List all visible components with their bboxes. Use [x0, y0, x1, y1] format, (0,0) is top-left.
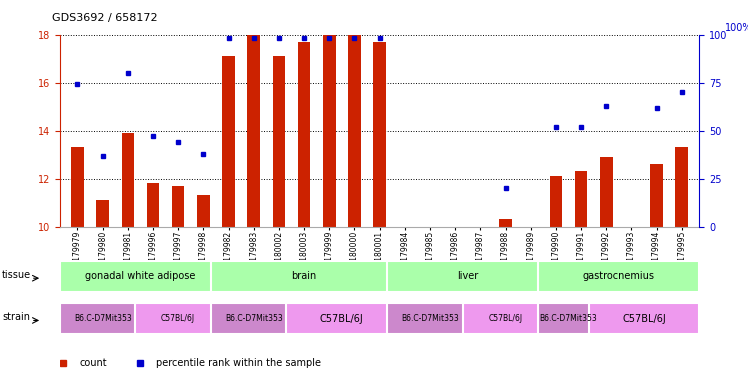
Bar: [539, 261, 699, 292]
Bar: [463, 303, 548, 334]
Text: percentile rank within the sample: percentile rank within the sample: [156, 358, 321, 368]
Text: count: count: [79, 358, 107, 368]
Bar: [675, 147, 688, 227]
Bar: [539, 303, 598, 334]
Text: B6.C-D7Mit353: B6.C-D7Mit353: [539, 314, 598, 323]
Text: C57BL/6J: C57BL/6J: [622, 314, 666, 324]
Bar: [574, 171, 587, 227]
Text: gastrocnemius: gastrocnemius: [583, 271, 654, 281]
Bar: [135, 303, 221, 334]
Bar: [286, 303, 397, 334]
Text: liver: liver: [457, 271, 479, 281]
Text: GDS3692 / 658172: GDS3692 / 658172: [52, 13, 158, 23]
Bar: [211, 303, 296, 334]
Bar: [272, 56, 285, 227]
Bar: [387, 303, 473, 334]
Text: B6.C-D7Mit353: B6.C-D7Mit353: [225, 314, 283, 323]
Text: tissue: tissue: [1, 270, 31, 280]
Bar: [373, 42, 386, 227]
Bar: [147, 184, 159, 227]
Bar: [323, 35, 336, 227]
Bar: [211, 261, 397, 292]
Text: strain: strain: [3, 312, 31, 322]
Bar: [172, 186, 185, 227]
Text: B6.C-D7Mit353: B6.C-D7Mit353: [74, 314, 132, 323]
Bar: [650, 164, 663, 227]
Bar: [589, 303, 699, 334]
Text: C57BL/6J: C57BL/6J: [488, 314, 523, 323]
Bar: [197, 195, 209, 227]
Bar: [600, 157, 613, 227]
Bar: [550, 176, 562, 227]
Bar: [298, 42, 310, 227]
Text: gonadal white adipose: gonadal white adipose: [85, 271, 195, 281]
Bar: [222, 56, 235, 227]
Text: 100%: 100%: [725, 23, 748, 33]
Text: brain: brain: [292, 271, 316, 281]
Text: C57BL/6J: C57BL/6J: [320, 314, 364, 324]
Text: C57BL/6J: C57BL/6J: [161, 314, 195, 323]
Bar: [387, 261, 548, 292]
Bar: [60, 261, 221, 292]
Text: B6.C-D7Mit353: B6.C-D7Mit353: [401, 314, 459, 323]
Bar: [96, 200, 109, 227]
Bar: [348, 35, 361, 227]
Bar: [121, 133, 134, 227]
Bar: [71, 147, 84, 227]
Bar: [248, 35, 260, 227]
Bar: [499, 219, 512, 227]
Bar: [60, 303, 145, 334]
